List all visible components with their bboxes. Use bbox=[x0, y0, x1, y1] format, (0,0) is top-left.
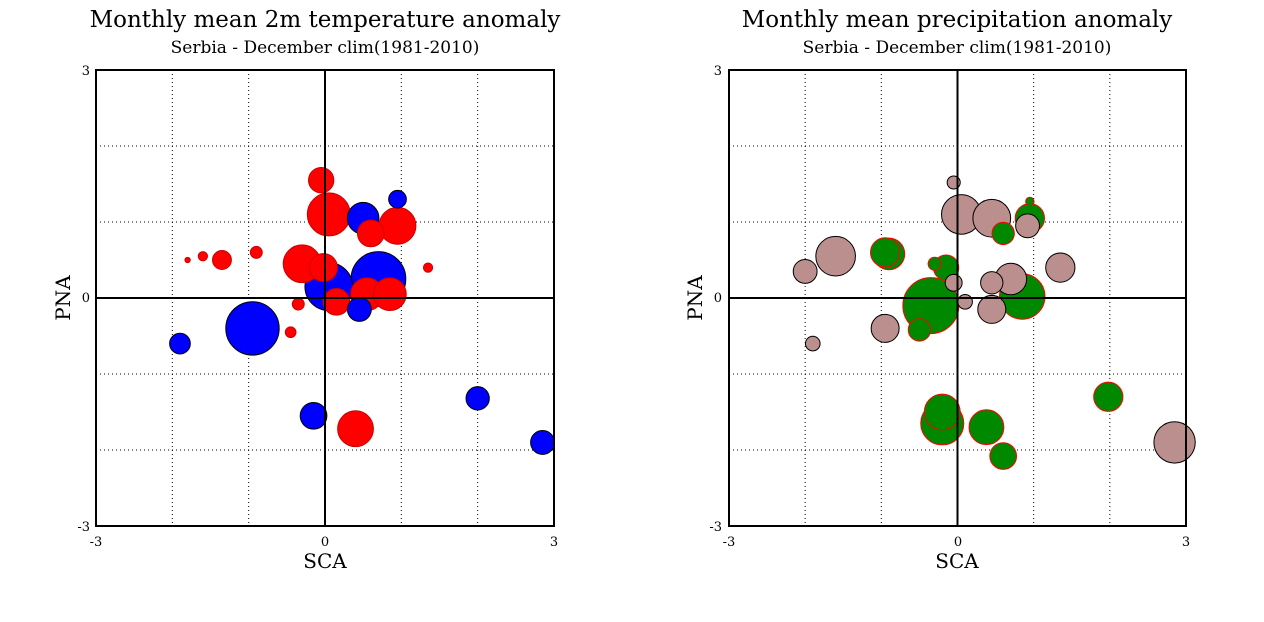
temperature-y-tick-max: 3 bbox=[82, 64, 90, 79]
temperature-anomaly-panel: Monthly mean 2m temperature anomaly Serb… bbox=[51, 7, 560, 573]
data-point bbox=[291, 297, 305, 311]
data-point bbox=[977, 294, 1007, 324]
data-point bbox=[944, 273, 963, 292]
data-point bbox=[907, 318, 932, 342]
data-point bbox=[815, 235, 856, 277]
precipitation-anomaly-panel: Monthly mean precipitation anomaly Serbi… bbox=[683, 7, 1196, 573]
precipitation-x-tick-max: 3 bbox=[1182, 535, 1190, 550]
data-point bbox=[373, 277, 407, 312]
data-point bbox=[968, 409, 1005, 446]
data-point bbox=[991, 221, 1015, 246]
temperature-x-tick-min: -3 bbox=[90, 535, 103, 550]
temperature-y-tick-mid: 0 bbox=[82, 291, 90, 306]
data-point bbox=[388, 189, 407, 209]
precipitation-x-tick-mid: 0 bbox=[954, 535, 962, 550]
data-point bbox=[378, 206, 417, 245]
temperature-axes bbox=[95, 69, 555, 527]
data-point bbox=[804, 335, 821, 352]
precipitation-y-tick-min: -3 bbox=[709, 520, 722, 535]
precipitation-x-tick-min: -3 bbox=[723, 535, 736, 550]
temperature-x-tick-max: 3 bbox=[550, 535, 558, 550]
precipitation-y-axis-label: PNA bbox=[683, 275, 707, 321]
precipitation-chart-title: Monthly mean precipitation anomaly bbox=[742, 7, 1173, 33]
data-point bbox=[870, 237, 901, 268]
temperature-y-axis-label: PNA bbox=[51, 275, 75, 321]
data-point bbox=[308, 167, 335, 194]
data-point bbox=[422, 262, 434, 273]
data-point bbox=[1015, 213, 1041, 239]
data-point bbox=[957, 293, 973, 310]
temperature-x-axis-label: SCA bbox=[303, 549, 347, 573]
temperature-y-tick-min: -3 bbox=[77, 520, 90, 535]
data-point bbox=[989, 442, 1018, 470]
data-point bbox=[356, 219, 385, 248]
data-point bbox=[169, 332, 191, 355]
data-point bbox=[980, 271, 1004, 295]
data-point bbox=[337, 410, 374, 448]
data-point bbox=[249, 245, 263, 259]
temperature-chart-title: Monthly mean 2m temperature anomaly bbox=[90, 7, 561, 33]
precipitation-y-tick-mid: 0 bbox=[714, 291, 722, 306]
data-point bbox=[308, 253, 338, 283]
data-point bbox=[530, 429, 555, 455]
data-point bbox=[346, 296, 372, 322]
data-point bbox=[1093, 381, 1124, 412]
data-point bbox=[184, 256, 191, 264]
data-point bbox=[212, 250, 232, 270]
data-point bbox=[1045, 252, 1076, 283]
precipitation-y-tick-max: 3 bbox=[714, 64, 722, 79]
precipitation-points bbox=[792, 175, 1196, 470]
data-point bbox=[1153, 421, 1196, 464]
data-point bbox=[197, 251, 208, 262]
data-point bbox=[792, 258, 818, 284]
data-point bbox=[306, 192, 351, 237]
precipitation-axes bbox=[728, 69, 1187, 527]
data-point bbox=[225, 301, 280, 356]
data-point bbox=[322, 287, 351, 316]
temperature-chart-subtitle: Serbia - December clim(1981-2010) bbox=[171, 38, 480, 58]
precipitation-chart-subtitle: Serbia - December clim(1981-2010) bbox=[803, 38, 1112, 58]
data-point bbox=[927, 256, 942, 271]
data-point bbox=[923, 393, 961, 431]
data-point bbox=[465, 386, 490, 411]
data-point bbox=[299, 401, 328, 430]
temperature-x-tick-mid: 0 bbox=[321, 535, 329, 550]
data-point bbox=[870, 313, 900, 343]
precipitation-x-axis-label: SCA bbox=[935, 549, 979, 573]
data-point bbox=[1025, 196, 1035, 207]
data-point bbox=[284, 326, 297, 339]
temperature-points bbox=[169, 167, 555, 455]
